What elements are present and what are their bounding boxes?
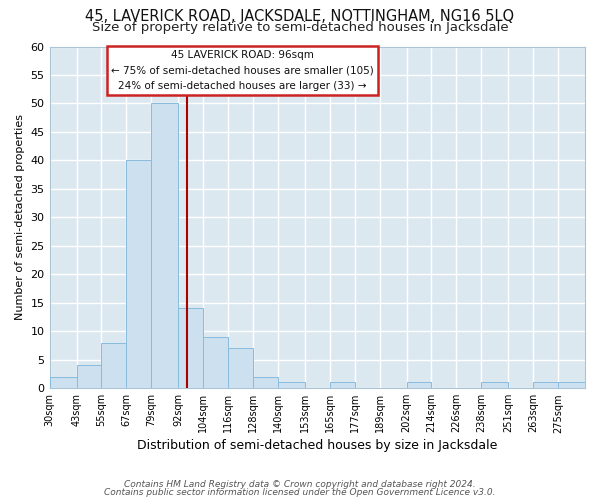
Bar [330, 382, 355, 388]
Bar [151, 104, 178, 388]
Bar [253, 377, 278, 388]
X-axis label: Distribution of semi-detached houses by size in Jacksdale: Distribution of semi-detached houses by … [137, 440, 497, 452]
Bar [77, 366, 101, 388]
Bar [203, 337, 228, 388]
Text: 45 LAVERICK ROAD: 96sqm
← 75% of semi-detached houses are smaller (105)
24% of s: 45 LAVERICK ROAD: 96sqm ← 75% of semi-de… [111, 50, 374, 91]
Bar [533, 382, 558, 388]
Text: 45, LAVERICK ROAD, JACKSDALE, NOTTINGHAM, NG16 5LQ: 45, LAVERICK ROAD, JACKSDALE, NOTTINGHAM… [85, 9, 515, 24]
Bar [481, 382, 508, 388]
Bar [127, 160, 151, 388]
Text: Contains public sector information licensed under the Open Government Licence v3: Contains public sector information licen… [104, 488, 496, 497]
Bar [558, 382, 585, 388]
Text: Contains HM Land Registry data © Crown copyright and database right 2024.: Contains HM Land Registry data © Crown c… [124, 480, 476, 489]
Bar [407, 382, 431, 388]
Text: Size of property relative to semi-detached houses in Jacksdale: Size of property relative to semi-detach… [92, 21, 508, 34]
Y-axis label: Number of semi-detached properties: Number of semi-detached properties [15, 114, 25, 320]
Bar [178, 308, 203, 388]
Bar [278, 382, 305, 388]
Bar [101, 342, 127, 388]
Bar [50, 377, 77, 388]
Bar [228, 348, 253, 388]
